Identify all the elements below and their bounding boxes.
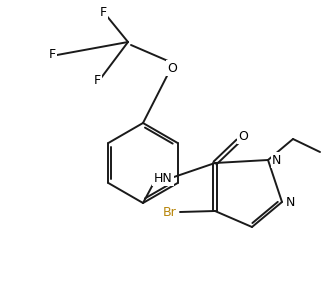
Text: F: F xyxy=(48,49,56,62)
Text: O: O xyxy=(167,62,177,75)
Text: F: F xyxy=(94,75,101,88)
Text: N: N xyxy=(272,153,281,166)
Text: N: N xyxy=(286,195,295,208)
Text: Br: Br xyxy=(163,205,177,218)
Text: HN: HN xyxy=(154,171,172,184)
Text: O: O xyxy=(238,129,248,142)
Text: F: F xyxy=(100,5,107,18)
